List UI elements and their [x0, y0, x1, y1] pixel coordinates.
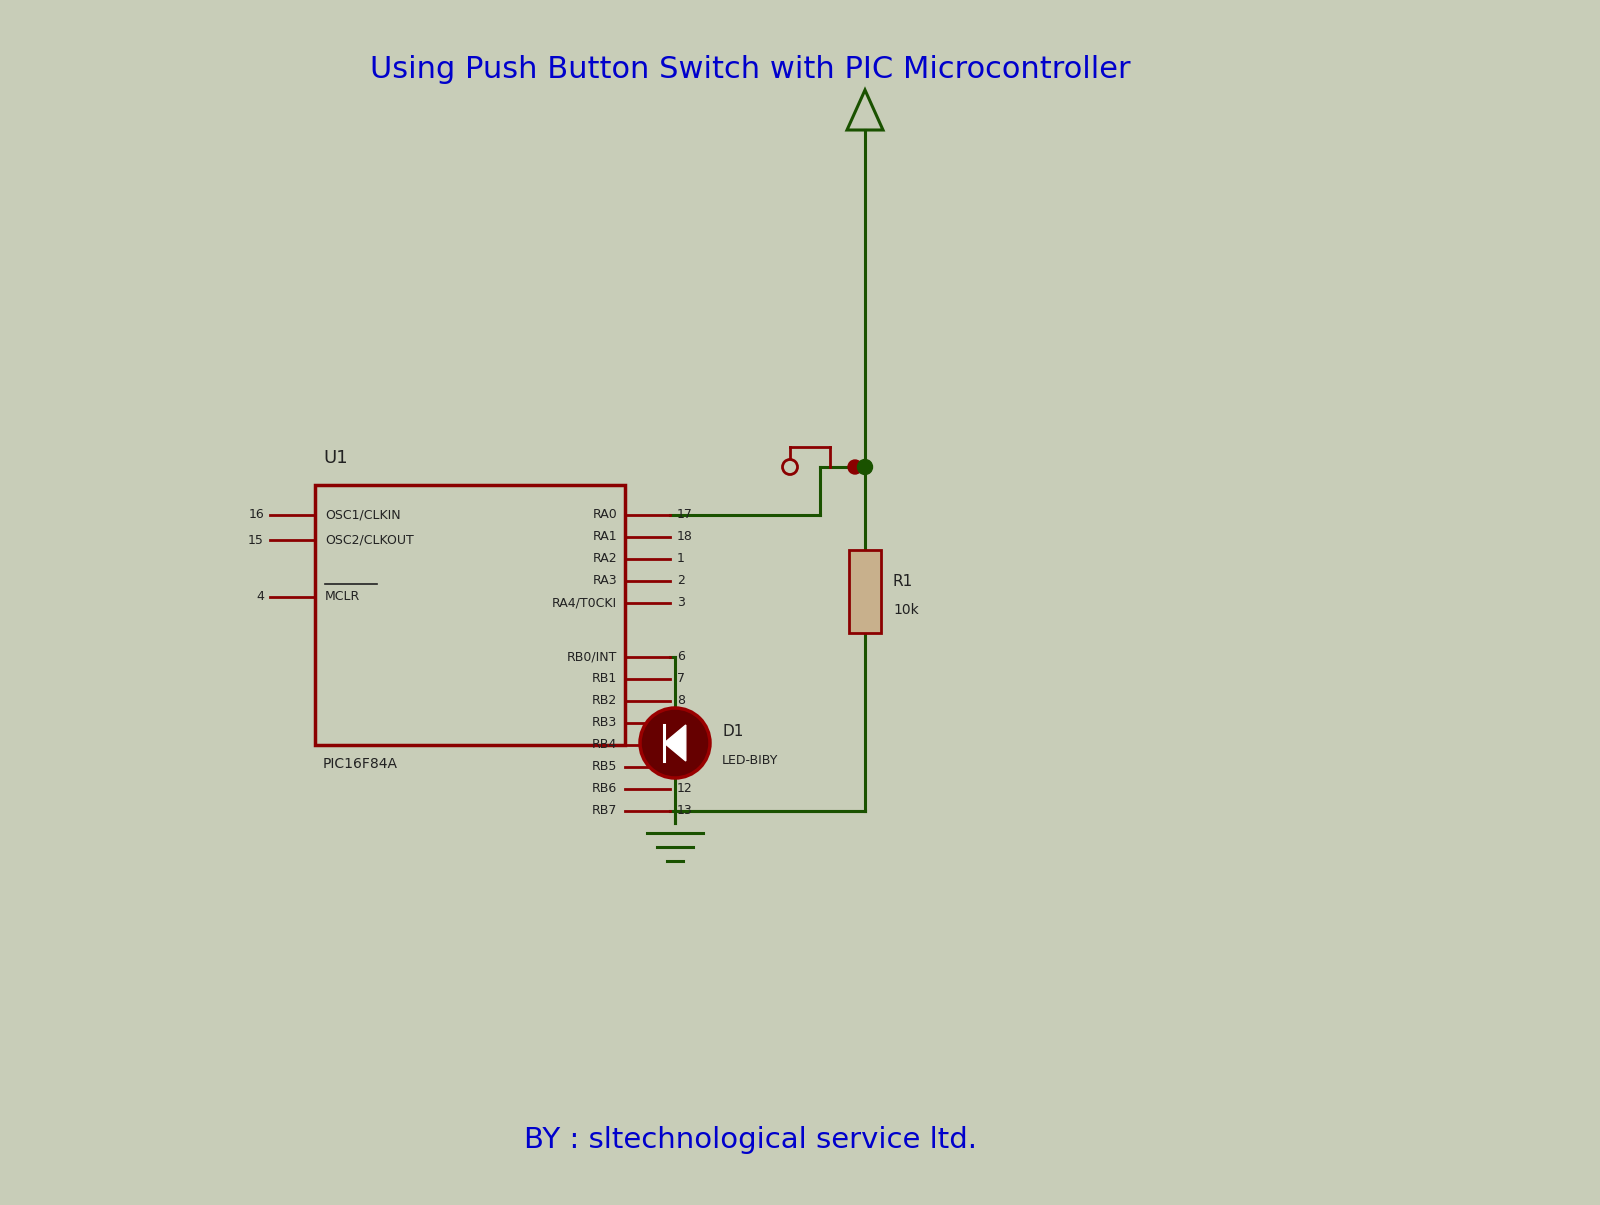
Text: RB1: RB1	[592, 672, 618, 686]
Text: 12: 12	[677, 782, 693, 795]
Text: 3: 3	[677, 596, 685, 610]
Text: RB3: RB3	[592, 717, 618, 729]
Text: RA3: RA3	[592, 575, 618, 588]
Circle shape	[782, 459, 797, 475]
Circle shape	[848, 460, 862, 474]
Bar	[850, 549, 882, 633]
Text: OSC2/CLKOUT: OSC2/CLKOUT	[325, 534, 414, 547]
Text: 2: 2	[677, 575, 685, 588]
Text: RB6: RB6	[592, 782, 618, 795]
Text: 13: 13	[677, 805, 693, 817]
Text: 7: 7	[677, 672, 685, 686]
Text: 10: 10	[677, 739, 693, 752]
Text: RB0/INT: RB0/INT	[566, 651, 618, 664]
Text: RA0: RA0	[592, 509, 618, 522]
Text: RB5: RB5	[592, 760, 618, 774]
Text: 8: 8	[677, 694, 685, 707]
Text: 16: 16	[248, 509, 264, 522]
Circle shape	[858, 459, 872, 475]
Text: LED-BIBY: LED-BIBY	[722, 754, 778, 768]
Text: OSC1/CLKIN: OSC1/CLKIN	[325, 509, 400, 522]
Text: 1: 1	[677, 553, 685, 565]
Text: 4: 4	[256, 590, 264, 604]
Text: 6: 6	[677, 651, 685, 664]
Circle shape	[640, 709, 710, 778]
Text: D1: D1	[722, 723, 744, 739]
Text: R1: R1	[893, 574, 914, 589]
Text: PIC16F84A: PIC16F84A	[323, 757, 398, 771]
Text: MCLR: MCLR	[325, 590, 360, 604]
Text: 9: 9	[677, 717, 685, 729]
Text: RB2: RB2	[592, 694, 618, 707]
Text: RB7: RB7	[592, 805, 618, 817]
Text: RB4: RB4	[592, 739, 618, 752]
Text: 11: 11	[677, 760, 693, 774]
Text: 18: 18	[677, 530, 693, 543]
Text: RA1: RA1	[592, 530, 618, 543]
Text: U1: U1	[323, 449, 347, 468]
Bar	[315, 484, 626, 745]
Text: Using Push Button Switch with PIC Microcontroller: Using Push Button Switch with PIC Microc…	[370, 55, 1130, 84]
Text: RA2: RA2	[592, 553, 618, 565]
Polygon shape	[664, 725, 686, 762]
Text: 15: 15	[248, 534, 264, 547]
Text: 10k: 10k	[893, 602, 918, 617]
Text: RA4/T0CKI: RA4/T0CKI	[552, 596, 618, 610]
Text: 17: 17	[677, 509, 693, 522]
Text: BY : sltechnological service ltd.: BY : sltechnological service ltd.	[523, 1125, 976, 1154]
